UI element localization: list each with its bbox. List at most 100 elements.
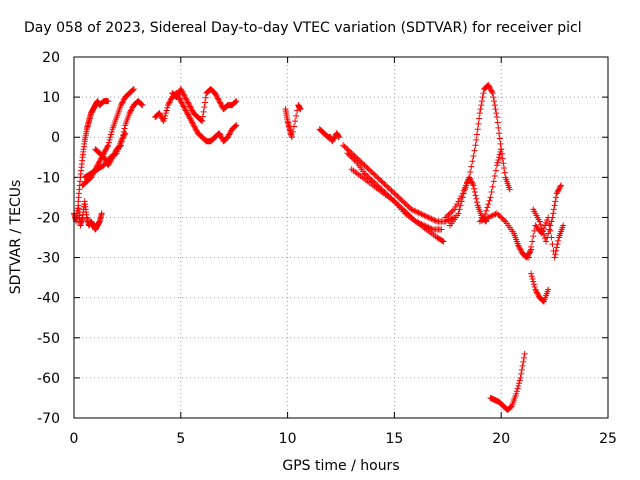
data-point [513,388,520,395]
data-point [412,208,419,215]
data-point [361,170,368,177]
data-point [110,151,117,158]
data-point [121,125,128,132]
data-point [539,228,546,235]
data-point [121,131,128,138]
series-late-climb [481,146,505,221]
data-point [548,218,555,225]
data-point [487,86,494,93]
data-point [431,217,438,224]
x-axis-label: GPS time / hours [282,458,399,474]
data-point [452,203,459,210]
data-point [182,95,189,102]
data-point [428,215,435,222]
data-point [129,87,136,94]
data-point [226,130,233,137]
data-point [162,110,169,117]
data-point [186,102,193,109]
y-tick-label: 0 [51,130,60,146]
data-point [528,273,535,280]
data-point [427,215,433,222]
data-point [394,193,401,200]
data-point [488,88,495,95]
series-right-top [530,182,565,245]
data-point [445,211,452,218]
x-tick-label: 25 [599,431,617,447]
data-point [231,99,238,106]
data-point [180,91,187,98]
data-point [362,163,369,170]
y-tick-label: -50 [37,331,60,347]
data-point [360,160,367,167]
data-point [419,211,426,218]
data-point [347,152,354,159]
data-point [364,172,371,179]
data-point [111,150,118,157]
data-point [535,291,542,298]
data-point [184,98,191,105]
data-point [211,90,218,97]
data-point [105,160,112,167]
data-point [485,82,492,89]
data-point [467,168,474,175]
data-point [292,118,299,125]
data-point [456,206,463,213]
data-point [449,207,456,214]
series-rise-c [81,130,129,181]
data-point [424,213,431,220]
data-point [189,107,196,114]
data-point [496,213,503,220]
data-point [495,124,502,131]
data-point [544,234,551,241]
data-point [471,185,478,192]
data-point [130,86,137,93]
data-point [120,128,127,135]
x-tick-label: 15 [385,431,403,447]
data-point [384,183,391,190]
data-point [288,134,295,141]
data-point [487,194,494,201]
data-point [479,217,486,224]
data-point [516,380,522,387]
data-point [531,283,538,290]
data-point [555,237,562,244]
data-point [109,154,116,161]
data-point [486,83,493,90]
data-point [227,128,234,135]
data-point [486,84,493,91]
data-point [496,130,503,137]
data-point [493,114,500,121]
data-point [496,135,503,142]
data-point [367,167,374,174]
data-point [545,286,552,293]
data-point [137,100,144,107]
data-point [183,96,190,103]
series-dip-forty [528,270,552,305]
data-point [127,107,134,114]
data-point [215,96,222,103]
y-tick-label: -40 [37,291,60,307]
data-point [493,162,500,169]
data-point [473,195,480,202]
data-point [181,104,188,111]
data-point [107,158,114,165]
data-point [187,104,194,111]
data-point [216,131,223,138]
data-point [395,194,402,201]
data-point [458,198,465,205]
data-point [102,156,109,163]
data-point [471,147,478,154]
x-tick-label: 5 [176,431,185,447]
data-point [167,98,174,105]
data-point [476,218,483,225]
data-point [508,403,515,410]
data-point [553,247,560,254]
data-point [118,138,125,145]
data-point [217,100,224,107]
series-five-hour-upper [169,86,240,125]
data-point [492,211,499,218]
data-point [348,154,355,161]
data-point [105,142,112,149]
data-point [200,108,207,115]
data-point [95,159,102,166]
